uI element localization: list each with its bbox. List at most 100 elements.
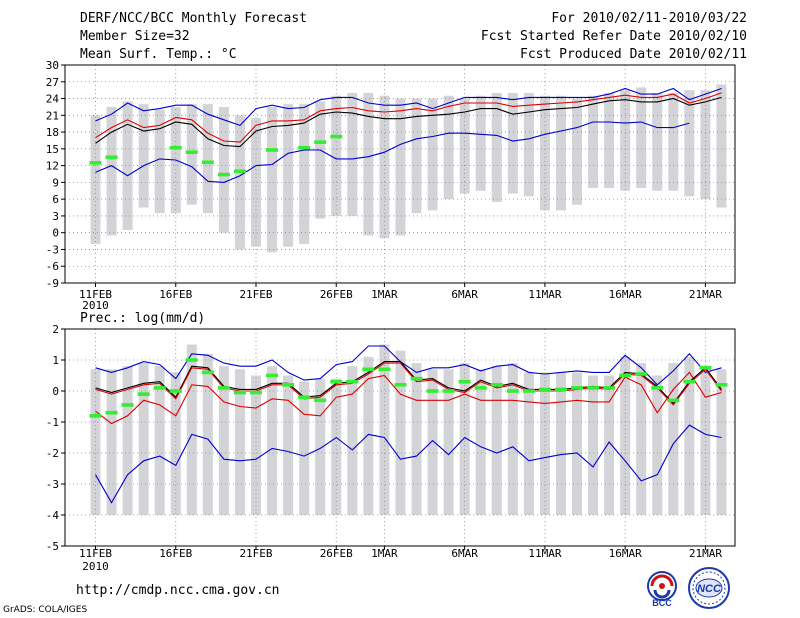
panel1-obs-marker (105, 155, 118, 160)
panel2-range-bar (443, 369, 454, 515)
panel2-obs-marker (282, 383, 295, 387)
forecast-period: For 2010/02/11-2010/03/22 (551, 11, 747, 26)
panel1-ytick-label: 12 (46, 160, 59, 173)
panel2-range-bar (170, 372, 181, 515)
panel2-ytick-label: -1 (46, 416, 59, 429)
panel1-xtick-label: 11FEB (79, 288, 112, 301)
panel1-ytick-label: 27 (46, 76, 59, 89)
panel1-range-bar (138, 104, 149, 208)
panel1-obs-marker (185, 150, 198, 154)
panel2-ytick-label: 1 (52, 354, 59, 367)
panel2-obs-marker (651, 386, 664, 390)
panel2-obs-marker (185, 358, 198, 362)
panel1-obs-marker (169, 145, 182, 150)
panel1-ytick-label: 18 (46, 126, 59, 139)
panel2-obs-marker (153, 386, 166, 390)
panel1-range-bar (507, 92, 518, 194)
source-url[interactable]: http://cmdp.ncc.cma.gov.cn (76, 583, 280, 598)
panel2-obs-marker (587, 386, 600, 390)
panel2-ytick-label: 2 (52, 323, 59, 336)
panel1-series-ensemble-median (95, 92, 722, 143)
panel1-range-bar (154, 109, 165, 214)
panel1-range-bar (443, 95, 454, 200)
panel1-obs-marker (233, 169, 246, 174)
panel2-range-bar (668, 363, 679, 515)
panel2-range-bar (90, 369, 101, 515)
start-date-label: Fcst Started Refer Date 2010/02/10 (480, 29, 747, 44)
panel1-obs-marker (298, 145, 311, 150)
panel1-xtick-label: 6MAR (451, 288, 478, 301)
panel2-series-ensemble-median (95, 371, 722, 425)
panel2-range-bar (539, 372, 550, 515)
panel1-range-bar (315, 101, 326, 219)
panel2-obs-marker (474, 386, 487, 390)
panel2-obs-marker (426, 389, 439, 393)
panel2-range-bar (716, 369, 727, 515)
grads-credit: GrADS: COLA/IGES (3, 605, 88, 615)
panel2-range-bar (604, 375, 615, 515)
panel2-range-bar (427, 369, 438, 515)
panel2-range-bar (507, 363, 518, 515)
chart-title: DERF/NCC/BCC Monthly Forecast (80, 11, 307, 26)
panel2-obs-marker (683, 379, 696, 384)
panel2-series-ensemble-mean-overlay (95, 362, 722, 406)
panel1-range-bar (218, 106, 229, 233)
panel1-range-bar (572, 98, 582, 205)
panel1-range-bar (491, 92, 502, 202)
panel2-range-bar (411, 363, 422, 515)
panel2-range-bar (234, 369, 245, 515)
panel1-ytick-label: 9 (52, 176, 59, 189)
panel2-frame (64, 328, 736, 547)
panel1-xtick-label: 16FEB (159, 288, 192, 301)
panel1-ytick-label: 6 (52, 193, 59, 206)
panel2-obs-marker (217, 386, 230, 390)
panel1-xtick-label: 21MAR (689, 288, 722, 301)
panel2-ytick-label: -4 (46, 509, 60, 522)
panel1-series-ensemble-mean (95, 96, 722, 148)
panel1-ytick-label: -3 (46, 243, 59, 256)
panel2-obs-marker (410, 376, 423, 381)
panel2-range-bar (138, 363, 149, 515)
panel2-range-bar (315, 378, 326, 515)
panel2-obs-marker (458, 379, 471, 384)
panel1-range-bar (379, 95, 390, 239)
panel2-obs-marker (233, 390, 246, 395)
panel2-ytick-label: -3 (46, 478, 59, 491)
panel2-xtick-year: 2010 (82, 560, 109, 573)
panel1-ytick-label: 0 (52, 227, 59, 240)
panel2-obs-marker (314, 398, 327, 403)
panel1-xtick-year: 2010 (82, 299, 109, 312)
panel2-series-ensemble-upper-bound (95, 345, 722, 386)
panel2-obs-marker (506, 389, 519, 393)
panel1-range-bar (716, 84, 727, 208)
panel1-range-bar (267, 106, 278, 253)
panel1-range-bar (122, 101, 133, 230)
panel2-ytick-label: -2 (46, 447, 59, 460)
panel2-xtick-label: 1MAR (371, 547, 398, 560)
panel2-range-bar (636, 363, 647, 515)
panel2-range-bar (475, 369, 486, 515)
panel1-range-bar (427, 98, 438, 211)
panel1-range-bar (636, 87, 647, 188)
panel2-range-bar (523, 372, 534, 515)
panel2-range-bar (555, 372, 566, 515)
panel2-range-bar (347, 366, 358, 515)
panel1-obs-marker (314, 140, 327, 144)
panel1-xtick-label: 11MAR (528, 288, 561, 301)
panel2-range-bar (620, 356, 631, 515)
panel2-title: Prec.: log(mm/d) (80, 311, 205, 326)
panel1-xtick-label: 1MAR (371, 288, 398, 301)
panel2-obs-marker (362, 367, 375, 372)
panel2-range-bar (106, 369, 117, 515)
panel2-xtick-label: 21FEB (239, 547, 272, 560)
panel1-range-bar (588, 95, 599, 188)
bcc-logo: BCC (642, 570, 682, 612)
panel2-obs-marker (571, 386, 583, 390)
panel1-ytick-label: 21 (46, 109, 59, 122)
produced-date-label: Fcst Produced Date 2010/02/11 (520, 47, 747, 62)
variable-label: Mean Surf. Temp.: °C (80, 47, 237, 62)
panel2-obs-marker (330, 379, 343, 384)
panel2-range-bar (122, 366, 133, 515)
panel2-range-bar (363, 356, 374, 515)
panel2-range-bar (154, 366, 165, 515)
